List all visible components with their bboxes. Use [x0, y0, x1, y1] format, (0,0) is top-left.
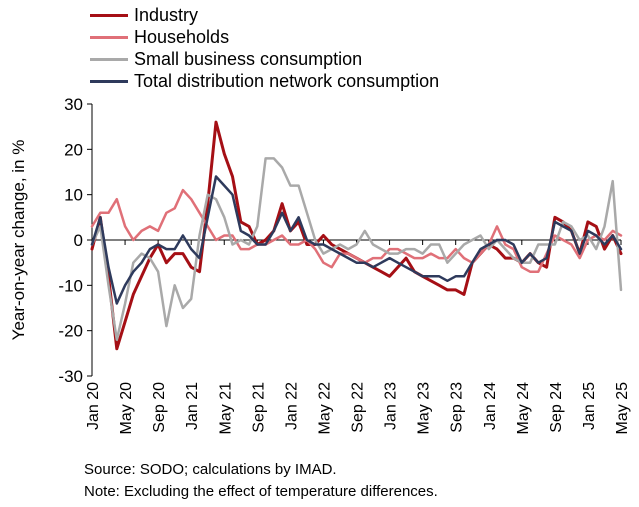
- plot-lines: [90, 120, 623, 351]
- x-tick-label: Sep 24: [548, 382, 565, 433]
- x-tick-label: Jan 25: [581, 382, 598, 430]
- x-tick-label: Jan 22: [283, 382, 300, 430]
- x-tick-label: May 23: [416, 382, 433, 435]
- temperature-note: Note: Excluding the effect of temperatur…: [84, 483, 438, 500]
- legend-item-households: Households: [90, 26, 439, 48]
- source-note: Source: SODO; calculations by IMAD.: [84, 461, 337, 478]
- x-tick-label: Sep 20: [151, 382, 168, 433]
- x-tick-label: Jan 23: [383, 382, 400, 430]
- legend-label-total-network: Total distribution network consumption: [134, 71, 440, 91]
- legend-item-total-network: Total distribution network consumption: [90, 70, 439, 92]
- legend-swatch-total-network: [90, 79, 128, 83]
- legend: Industry Households Small business consu…: [90, 4, 439, 92]
- y-tick-label: 0: [74, 231, 83, 250]
- x-tick-label: Jan 24: [482, 382, 499, 430]
- x-tick-label: Sep 21: [250, 382, 267, 433]
- y-tick-label: 20: [64, 140, 83, 159]
- x-tick-label: May 21: [217, 382, 234, 435]
- legend-label-industry: Industry: [134, 5, 199, 25]
- legend-label-small-business: Small business consumption: [134, 49, 363, 69]
- x-tick-label: Sep 23: [449, 382, 466, 433]
- y-tick-label: 30: [64, 95, 83, 114]
- x-tick-label: May 22: [316, 382, 333, 435]
- y-axis: 30 20 10 0 -10 -20 -30: [58, 95, 93, 386]
- x-tick-label: Sep 22: [350, 382, 367, 433]
- y-tick-label: -20: [58, 322, 83, 341]
- legend-swatch-small-business: [90, 57, 128, 61]
- x-tick-label: Jan 21: [184, 382, 201, 430]
- legend-swatch-industry: [90, 13, 128, 17]
- y-tick-label: -10: [58, 276, 83, 295]
- series-line-households: [90, 188, 623, 273]
- y-tick-label: -30: [58, 367, 83, 386]
- legend-item-industry: Industry: [90, 4, 439, 26]
- series-line-total-distribution-network-consumption: [90, 175, 623, 305]
- x-axis: Jan 20 May 20 Sep 20 Jan 21 May 21 Sep 21 Jan …: [85, 239, 631, 435]
- x-tick-label: Jan 20: [85, 382, 102, 430]
- x-tick-label: May 20: [118, 382, 135, 435]
- legend-label-households: Households: [134, 27, 230, 47]
- y-tick-label: 10: [64, 186, 83, 205]
- legend-item-small-business: Small business consumption: [90, 48, 439, 70]
- y-axis-label: Year-on-year change, in %: [9, 140, 28, 341]
- chart-notes: Source: SODO; calculations by IMAD. Note…: [84, 459, 438, 503]
- series-line-industry: [90, 120, 623, 351]
- legend-swatch-households: [90, 35, 128, 39]
- x-tick-label: May 25: [614, 382, 631, 435]
- x-tick-label: May 24: [515, 382, 532, 435]
